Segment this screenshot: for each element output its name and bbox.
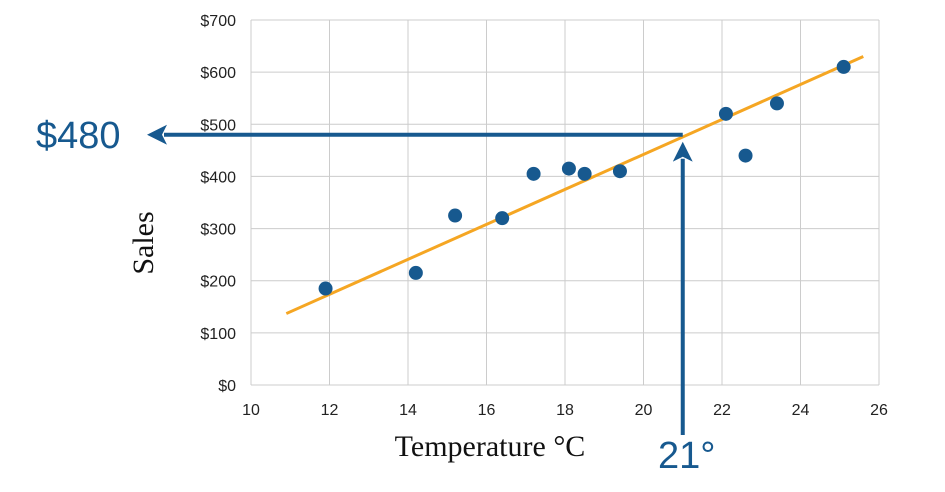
data-points	[318, 59, 851, 296]
y-tick-label: $500	[200, 117, 236, 134]
data-point	[318, 281, 333, 296]
grid	[250, 19, 880, 386]
x-tick-label: 24	[792, 402, 810, 419]
data-point	[495, 211, 510, 226]
y-axis-ticks: $0 $100 $200 $300 $400 $500 $600 $700	[200, 13, 236, 395]
y-tick-label: $100	[200, 326, 236, 343]
x-tick-label: 26	[870, 402, 888, 419]
x-tick-label: 16	[478, 402, 496, 419]
data-point	[718, 106, 733, 121]
x-tick-label: 10	[242, 402, 260, 419]
x-axis-title: Temperature °C	[395, 430, 586, 463]
data-point	[408, 265, 423, 280]
y-tick-label: $700	[200, 13, 236, 30]
data-point	[526, 166, 541, 181]
x-axis-ticks: 10 12 14 16 18 20 22 24 26	[242, 402, 888, 419]
y-tick-label: $200	[200, 274, 236, 291]
x-tick-label: 22	[713, 402, 731, 419]
y-tick-label: $600	[200, 65, 236, 82]
x-tick-label: 14	[399, 402, 417, 419]
data-point	[448, 208, 463, 223]
trendline	[285, 55, 864, 315]
x-tick-label: 18	[556, 402, 574, 419]
data-point	[561, 161, 576, 176]
y-tick-label: $400	[200, 169, 236, 186]
y-tick-label: $0	[218, 378, 236, 395]
x-tick-label: 12	[321, 402, 339, 419]
annotation-y-label: $480	[36, 115, 121, 157]
annotation-x-label: 21°	[658, 435, 715, 477]
y-axis-title: Sales	[127, 211, 160, 274]
data-point	[836, 59, 851, 74]
annotation: $480 21°	[36, 115, 715, 477]
data-point	[577, 166, 592, 181]
data-point	[738, 148, 753, 163]
data-point	[769, 96, 784, 111]
x-tick-label: 20	[635, 402, 653, 419]
data-point	[612, 164, 627, 179]
y-tick-label: $300	[200, 222, 236, 239]
